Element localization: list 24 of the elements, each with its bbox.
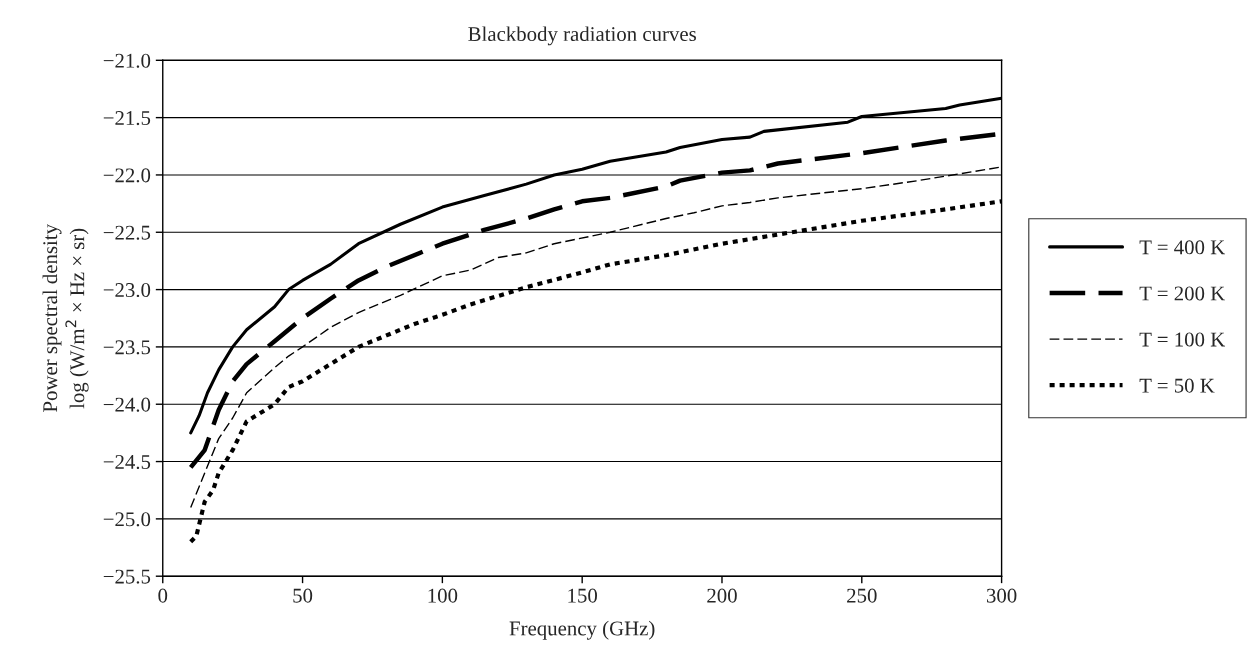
x-tick-label: 0 — [158, 588, 168, 603]
x-tick-label: 300 — [986, 588, 1017, 603]
y-tick-label: −23.0 — [103, 282, 151, 298]
chart-title: Blackbody radiation curves — [468, 26, 696, 46]
legend-label: T = 200 K — [1139, 286, 1226, 301]
legend-label: T = 400 K — [1139, 240, 1226, 255]
x-tick-label: 100 — [428, 588, 458, 603]
y-tick-label: −21.5 — [103, 111, 151, 126]
y-tick-label: −24.0 — [103, 397, 151, 412]
legend-label: T = 50 K — [1139, 378, 1215, 393]
y-tick-label: −21.0 — [103, 53, 151, 68]
y-axis-title: Power spectral density log (W/m$^{2}$ × Hz × sr) — [42, 224, 89, 412]
y-tick-label: −23.5 — [103, 340, 151, 355]
x-axis-title: Frequency (GHz) — [509, 620, 655, 640]
y-tick-label: −25.5 — [103, 569, 151, 584]
x-tick-label: 50 — [293, 588, 313, 603]
x-tick-label: 250 — [847, 588, 877, 603]
legend-label: T = 100 K — [1139, 332, 1226, 347]
y-tick-label: −22.0 — [103, 168, 151, 183]
x-tick-label: 200 — [707, 588, 737, 603]
y-tick-label: −22.5 — [103, 225, 151, 240]
y-tick-label: −24.5 — [103, 454, 151, 470]
x-tick-label: 150 — [568, 588, 598, 603]
y-tick-label: −25.0 — [103, 512, 151, 527]
